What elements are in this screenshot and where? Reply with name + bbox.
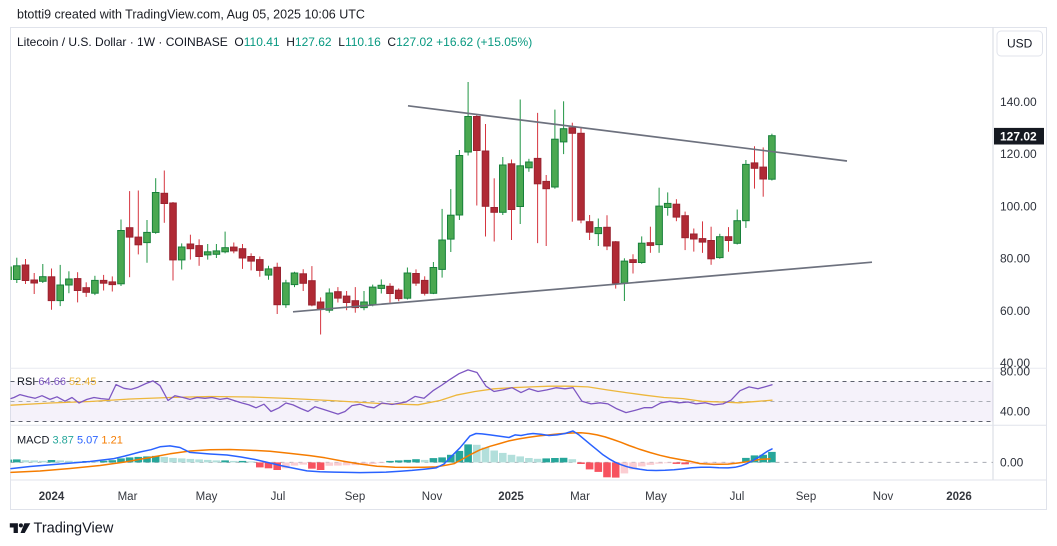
svg-text:80.00: 80.00: [1000, 365, 1030, 379]
svg-text:140.00: 140.00: [1000, 95, 1037, 109]
svg-text:40.00: 40.00: [1000, 356, 1030, 370]
svg-text:USD: USD: [1007, 37, 1033, 51]
svg-text:127.02: 127.02: [1000, 130, 1037, 144]
svg-text:2025: 2025: [498, 491, 524, 503]
svg-text:40.00: 40.00: [1000, 405, 1030, 419]
svg-text:May: May: [196, 491, 218, 503]
svg-text:btotti9 created with TradingVi: btotti9 created with TradingView.com, Au…: [17, 8, 365, 22]
svg-text:Nov: Nov: [422, 491, 443, 503]
svg-text:2026: 2026: [946, 491, 972, 503]
svg-text:May: May: [645, 491, 667, 503]
svg-text:120.00: 120.00: [1000, 147, 1037, 161]
svg-text:Jul: Jul: [271, 491, 286, 503]
svg-text:Sep: Sep: [796, 491, 816, 503]
svg-text:RSI 64.66 52.45: RSI 64.66 52.45: [17, 376, 97, 388]
svg-text:MACD 3.87 5.07 1.21: MACD 3.87 5.07 1.21: [17, 435, 123, 447]
svg-text:Jul: Jul: [730, 491, 745, 503]
svg-text:Mar: Mar: [118, 491, 138, 503]
svg-text:TradingView: TradingView: [34, 521, 114, 537]
svg-text:Litecoin / U.S. Dollar · 1W ·: Litecoin / U.S. Dollar · 1W · COINBASE O…: [17, 35, 532, 49]
svg-text:Nov: Nov: [873, 491, 894, 503]
svg-text:60.00: 60.00: [1000, 304, 1030, 318]
svg-text:2024: 2024: [39, 491, 65, 503]
svg-text:Sep: Sep: [345, 491, 365, 503]
svg-text:100.00: 100.00: [1000, 199, 1037, 213]
svg-text:80.00: 80.00: [1000, 252, 1030, 266]
svg-text:0.00: 0.00: [1000, 455, 1024, 469]
svg-text:Mar: Mar: [570, 491, 590, 503]
